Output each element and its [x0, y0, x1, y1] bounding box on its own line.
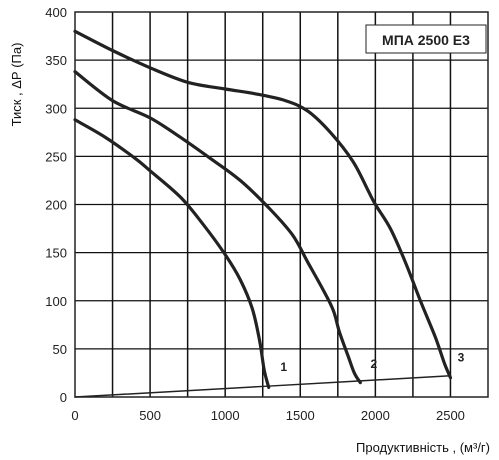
x-tick-label: 1000 — [211, 408, 240, 423]
y-tick-label: 400 — [45, 5, 67, 20]
fan-curve-3 — [73, 29, 453, 380]
x-tick-label: 500 — [139, 408, 161, 423]
x-tick-label: 2500 — [436, 408, 465, 423]
grid — [75, 12, 488, 397]
y-tick-label: 50 — [53, 342, 67, 357]
curve-label-3: 3 — [458, 350, 465, 364]
y-tick-label: 100 — [45, 294, 67, 309]
x-axis-label: Продуктивність , (м³/г) — [356, 440, 490, 455]
fan-curve-2 — [73, 70, 362, 385]
x-tick-label: 0 — [71, 408, 78, 423]
x-tick-label: 1500 — [286, 408, 315, 423]
x-tick-label: 2000 — [361, 408, 390, 423]
tick-labels: 0 500 1000 1500 2000 2500 0 50 100 150 200 250 300 35… — [45, 5, 465, 423]
curves — [73, 29, 453, 398]
y-tick-label: 0 — [60, 390, 67, 405]
y-tick-label: 150 — [45, 246, 67, 261]
y-tick-label: 350 — [45, 53, 67, 68]
curve-label-2: 2 — [371, 357, 378, 371]
y-tick-label: 300 — [45, 101, 67, 116]
curve-labels: 1 2 3 — [280, 350, 464, 374]
chart-title: МПА 2500 Е3 — [382, 32, 470, 48]
curve-label-1: 1 — [280, 360, 287, 374]
y-axis-label: Тиск , ΔР (Па) — [9, 43, 24, 127]
plot-frame — [74, 11, 489, 398]
system-line — [74, 375, 452, 398]
y-tick-label: 200 — [45, 198, 67, 213]
y-tick-label: 250 — [45, 149, 67, 164]
title-box — [365, 24, 487, 54]
fan-curve-1 — [73, 118, 271, 389]
